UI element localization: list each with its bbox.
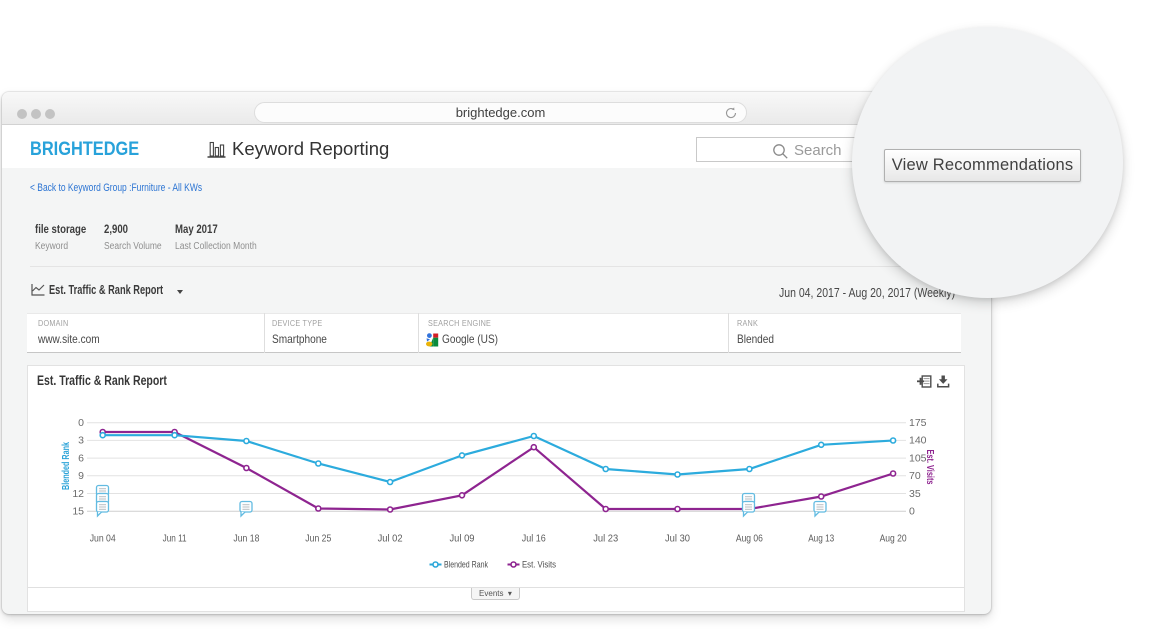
svg-text:Jul 09: Jul 09 <box>450 533 475 545</box>
svg-text:9: 9 <box>78 470 84 482</box>
svg-text:105: 105 <box>909 452 927 464</box>
svg-text:0: 0 <box>78 417 84 429</box>
svg-text:Jul 23: Jul 23 <box>593 533 618 545</box>
svg-text:Jun 04: Jun 04 <box>90 533 116 545</box>
svg-text:Blended Rank: Blended Rank <box>444 560 488 571</box>
svg-text:Jul 30: Jul 30 <box>665 533 690 545</box>
svg-text:Aug 20: Aug 20 <box>880 533 907 545</box>
svg-text:175: 175 <box>909 417 927 429</box>
svg-text:6: 6 <box>78 452 84 464</box>
svg-text:Aug 13: Aug 13 <box>808 533 834 545</box>
svg-text:Jun 18: Jun 18 <box>233 533 259 545</box>
svg-text:Jun 25: Jun 25 <box>305 533 331 545</box>
svg-text:70: 70 <box>909 470 921 482</box>
svg-text:Est. Visits: Est. Visits <box>924 450 936 485</box>
svg-text:Jul 16: Jul 16 <box>522 533 546 545</box>
svg-text:Est. Visits: Est. Visits <box>522 560 556 571</box>
svg-text:15: 15 <box>72 506 84 518</box>
svg-text:3: 3 <box>78 435 84 447</box>
svg-text:35: 35 <box>909 488 921 500</box>
svg-text:Aug 06: Aug 06 <box>736 533 763 545</box>
svg-text:Blended Rank: Blended Rank <box>60 442 72 490</box>
svg-text:Jul 02: Jul 02 <box>378 533 403 545</box>
svg-text:12: 12 <box>72 488 84 500</box>
svg-text:Jun 11: Jun 11 <box>163 533 187 545</box>
svg-text:0: 0 <box>909 506 915 518</box>
svg-text:140: 140 <box>909 435 927 447</box>
